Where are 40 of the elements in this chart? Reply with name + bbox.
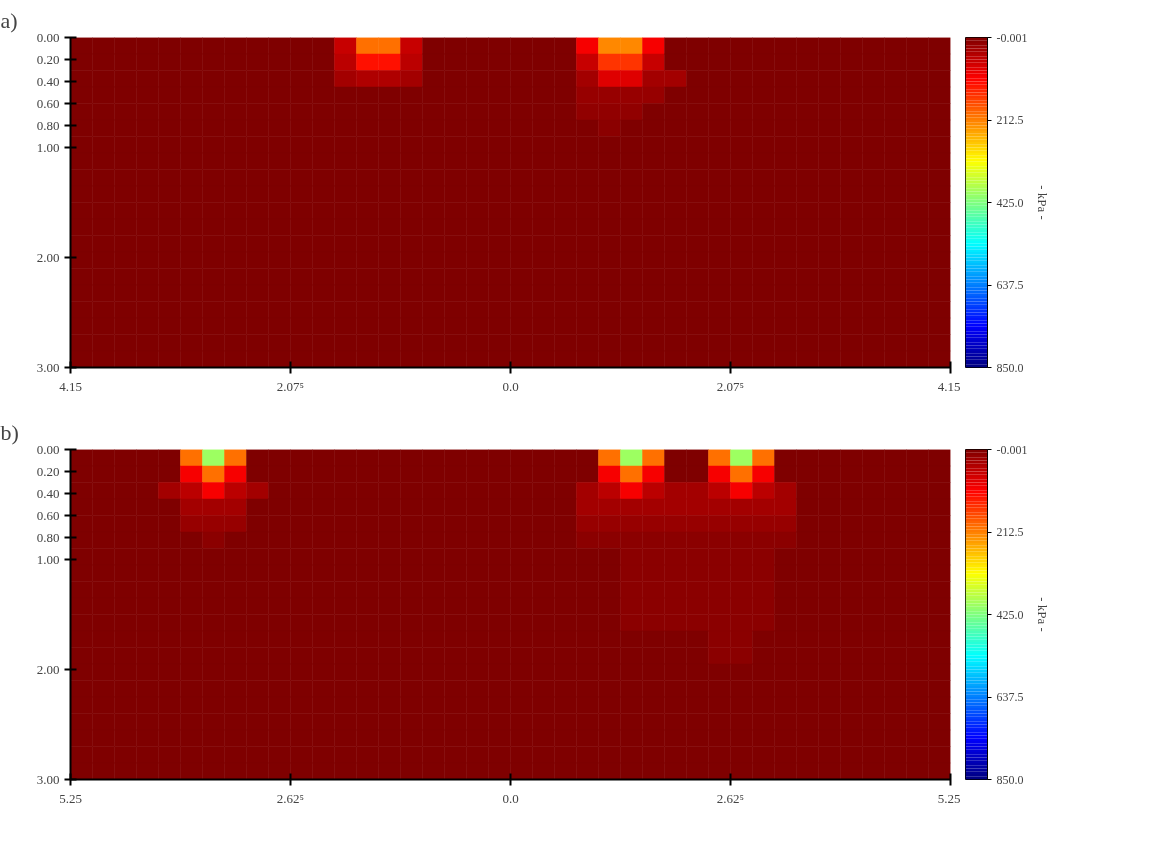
y-tick-label: 2.00 [36,249,60,265]
x-tick-label: 0.0 [502,378,519,394]
color-bar-label: -0.001 [996,442,1028,457]
x-tick-label: 5.25 [937,790,961,806]
y-tick-label: 0.40 [36,73,60,89]
y-tick-label: 1.00 [36,139,60,155]
y-tick-label: 3.00 [36,359,60,375]
x-tick-label: 5.25 [59,790,82,806]
color-bar-label: 425.0 [996,607,1024,622]
y-tick-label: 0.20 [36,463,60,479]
y-tick-label: 0.00 [36,29,60,45]
y-tick-label: 0.60 [36,507,60,523]
x-tick-label: 0.0 [502,790,519,806]
y-tick-label: 1.00 [36,551,60,567]
color-bar-title: - kPa - [1035,185,1051,220]
y-tick-label: 0.00 [36,441,60,457]
color-bar-label: 212.5 [996,525,1024,539]
color-bar-label: 850.0 [996,772,1024,787]
x-tick-label: 2.07⁵ [716,378,745,394]
x-tick-label: 2.62⁵ [276,790,305,806]
y-tick-label: 0.40 [36,485,60,501]
x-tick-label: 2.07⁵ [276,378,305,394]
color-bar-label: 637.5 [996,690,1024,704]
chart-title: b) [0,419,19,445]
y-tick-label: 0.20 [36,51,60,67]
y-tick-label: 0.80 [36,117,60,133]
y-tick-label: 3.00 [36,771,60,787]
color-bar-label: 212.5 [996,113,1024,127]
x-tick-label: 2.62⁵ [716,790,745,806]
x-tick-label: 4.15 [59,378,82,394]
y-tick-label: 2.00 [36,661,60,677]
color-bar-label: 425.0 [996,195,1024,210]
color-bar-label: 637.5 [996,278,1024,292]
x-tick-label: 4.15 [937,378,961,394]
y-tick-label: 0.80 [36,529,60,545]
y-tick-label: 0.60 [36,95,60,111]
color-bar-label: 850.0 [996,360,1024,375]
color-bar-label: -0.001 [996,30,1028,45]
chart-title: a) [0,7,18,33]
color-bar-title: - kPa - [1035,597,1051,632]
